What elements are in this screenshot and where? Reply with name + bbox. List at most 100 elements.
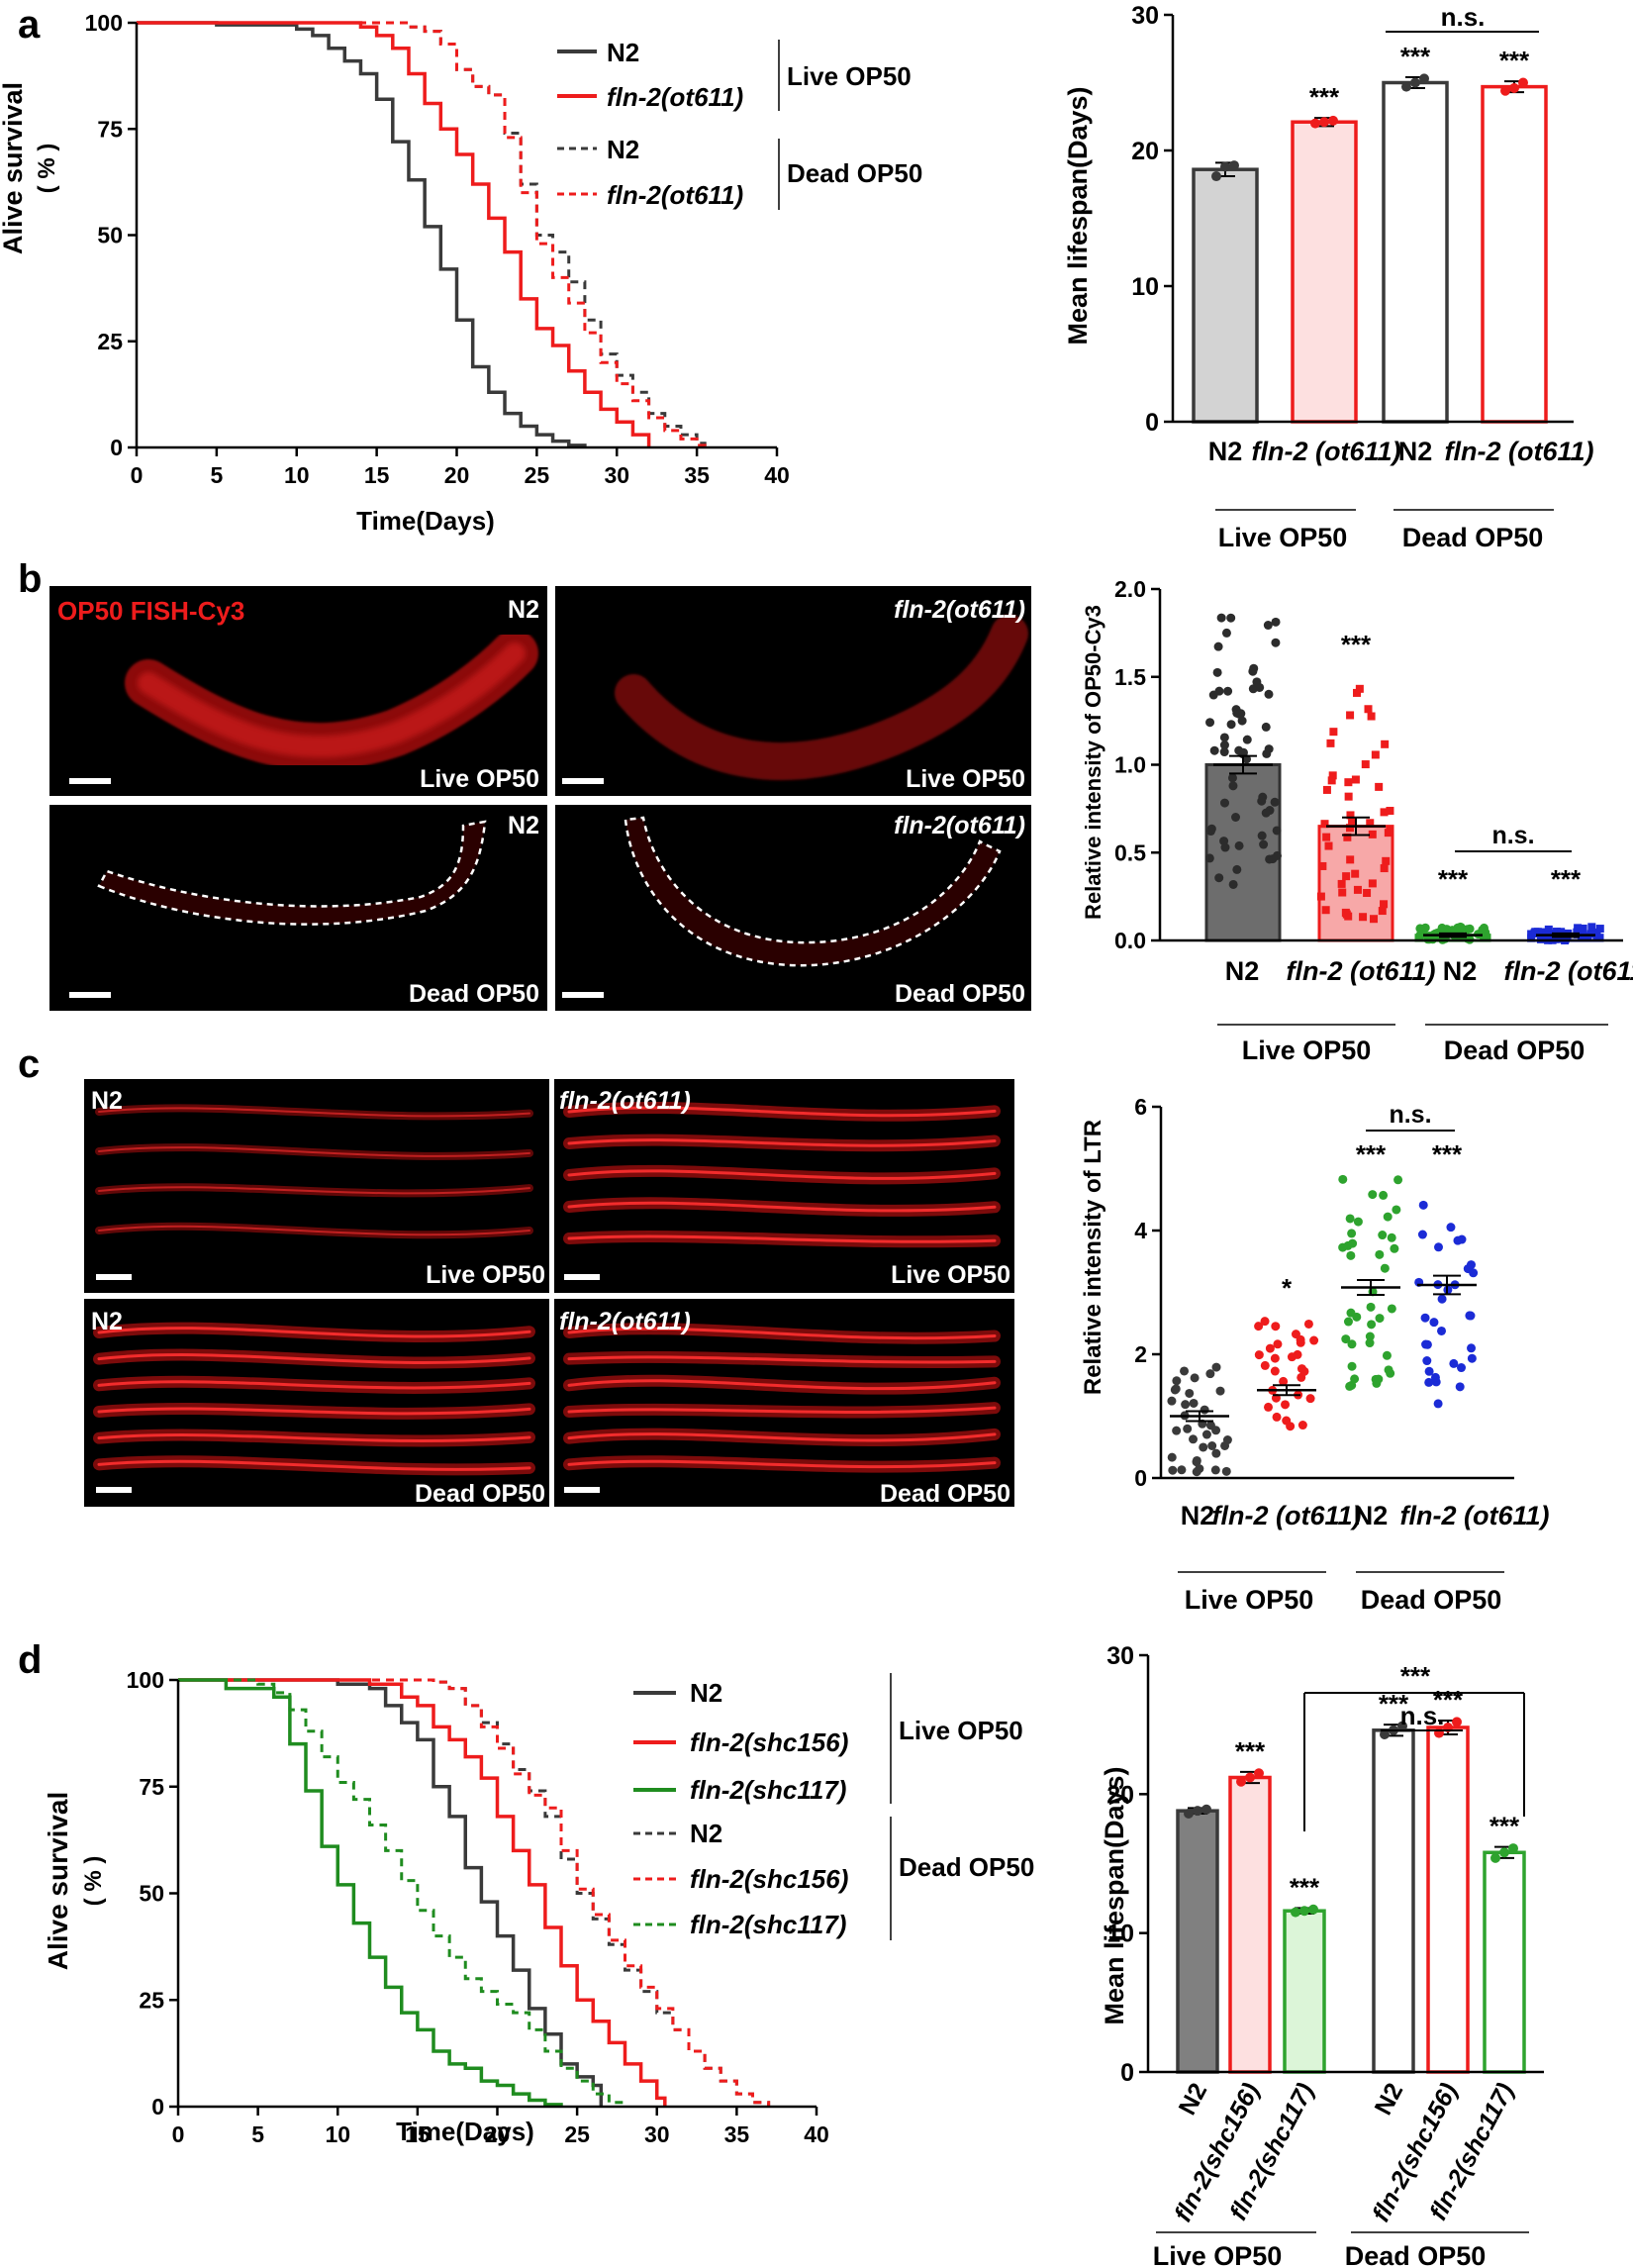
- condition-label: Dead OP50: [895, 980, 1025, 1008]
- data-point: [1434, 1242, 1444, 1252]
- condition-label: Live OP50: [420, 765, 539, 793]
- scale-bar: [564, 1487, 600, 1493]
- data-point: [1500, 85, 1510, 96]
- data-point: [1344, 912, 1353, 921]
- x-tick-label: 20: [485, 2121, 511, 2147]
- data-point: [1226, 720, 1236, 730]
- data-point: [1368, 830, 1377, 838]
- x-axis-label: Time(Days): [396, 2117, 534, 2146]
- y-tick-label: 4: [1134, 1218, 1147, 1243]
- data-point: [1200, 1405, 1209, 1415]
- data-point: [1544, 925, 1553, 934]
- data-point: [1418, 1200, 1428, 1210]
- data-point: [1375, 782, 1384, 791]
- data-point: [1424, 1377, 1434, 1387]
- data-point: [1167, 1452, 1177, 1462]
- legend-label: fln-2(shc156): [690, 1864, 848, 1894]
- data-point: [1221, 1466, 1231, 1476]
- data-point: [1368, 879, 1377, 888]
- y-axis-label: Relative intensity of OP50-Cy3: [1081, 605, 1105, 920]
- data-point: [1365, 1338, 1375, 1348]
- data-point: [1322, 785, 1331, 794]
- data-point: [1210, 1465, 1220, 1475]
- data-point: [1324, 841, 1333, 850]
- x-tick-label: 40: [804, 2121, 829, 2147]
- y-tick-label: 75: [139, 1774, 164, 1800]
- worm-signal: [97, 1459, 531, 1471]
- data-point: [1279, 1376, 1289, 1386]
- significance-label: ***: [1356, 1139, 1387, 1169]
- data-point: [1201, 1430, 1211, 1439]
- data-point: [1386, 827, 1394, 836]
- data-point: [1595, 925, 1604, 934]
- data-point: [1375, 1314, 1385, 1324]
- data-point: [1382, 1350, 1392, 1360]
- data-point: [1509, 82, 1519, 93]
- data-point: [1383, 1212, 1393, 1222]
- data-point: [1270, 1353, 1280, 1363]
- data-point: [1380, 808, 1389, 817]
- data-point: [1181, 1400, 1191, 1410]
- y-axis-label: Mean lifespan(Days): [1100, 1766, 1129, 2024]
- y-tick-label: 30: [1131, 2, 1159, 30]
- data-point: [1236, 709, 1246, 719]
- data-point: [1223, 686, 1233, 696]
- worm-signal: [567, 1459, 997, 1469]
- worm-outline: [97, 820, 487, 926]
- data-point: [1536, 928, 1545, 937]
- worm-signal: [98, 1225, 530, 1236]
- data-point: [1231, 812, 1241, 822]
- scale-bar: [96, 1274, 132, 1280]
- data-point: [1261, 808, 1271, 818]
- data-point: [1575, 925, 1584, 934]
- legend-group-label: Live OP50: [899, 1716, 1023, 1745]
- data-point: [1555, 935, 1564, 943]
- worm-signal: [567, 1169, 997, 1180]
- data-point: [1172, 1376, 1182, 1386]
- data-point: [1326, 739, 1335, 747]
- x-category: fln-2 (ot611): [1286, 956, 1435, 986]
- legend-label: N2: [607, 135, 639, 164]
- data-point: [1380, 1263, 1390, 1273]
- significance-label: ***: [1489, 1812, 1520, 1841]
- data-point: [1386, 807, 1394, 816]
- scale-bar: [69, 778, 111, 784]
- data-point: [1348, 818, 1357, 827]
- y-tick-label: 2: [1134, 1341, 1147, 1367]
- fish-image-grid: OP50 FISH-Cy3 N2 fln-2(ot611) N2 fln-2(o…: [49, 586, 1031, 1011]
- group-label: Live OP50: [1242, 1035, 1372, 1065]
- data-point: [1219, 798, 1229, 808]
- group-label: Dead OP50: [1402, 523, 1544, 552]
- data-point: [1351, 869, 1360, 878]
- data-point: [1296, 1334, 1305, 1344]
- x-category: fln-2 (ot611): [1211, 1501, 1361, 1530]
- data-point: [1392, 1205, 1401, 1215]
- bar: [1228, 1775, 1272, 2074]
- x-tick-label: 35: [684, 462, 710, 488]
- comparison-label: ***: [1400, 1661, 1431, 1691]
- bar: [1192, 167, 1259, 424]
- data-point: [1344, 778, 1353, 787]
- data-point: [1437, 1294, 1447, 1304]
- data-point: [1272, 826, 1282, 836]
- y-tick-label: 0.5: [1114, 839, 1146, 865]
- data-point: [1531, 928, 1540, 937]
- strain-label: fln-2(ot611): [559, 1087, 691, 1115]
- worm-signal: [98, 1107, 530, 1118]
- worm-signal: [567, 1406, 997, 1414]
- data-point: [1214, 686, 1224, 696]
- data-point: [1320, 820, 1329, 829]
- data-point: [1508, 1843, 1518, 1854]
- legend-label: fln-2(ot611): [607, 180, 743, 210]
- panel-label-a: a: [18, 3, 41, 47]
- y-tick-label: 0: [1145, 409, 1159, 437]
- data-point: [1345, 1381, 1355, 1391]
- data-point: [1309, 1335, 1319, 1345]
- y-axis-unit: ( % ): [34, 144, 60, 194]
- significance-label: ***: [1499, 46, 1530, 75]
- data-point: [1490, 1852, 1500, 1863]
- data-point: [1366, 1302, 1376, 1312]
- data-point: [1337, 879, 1346, 888]
- significance-label: *: [1282, 1273, 1293, 1303]
